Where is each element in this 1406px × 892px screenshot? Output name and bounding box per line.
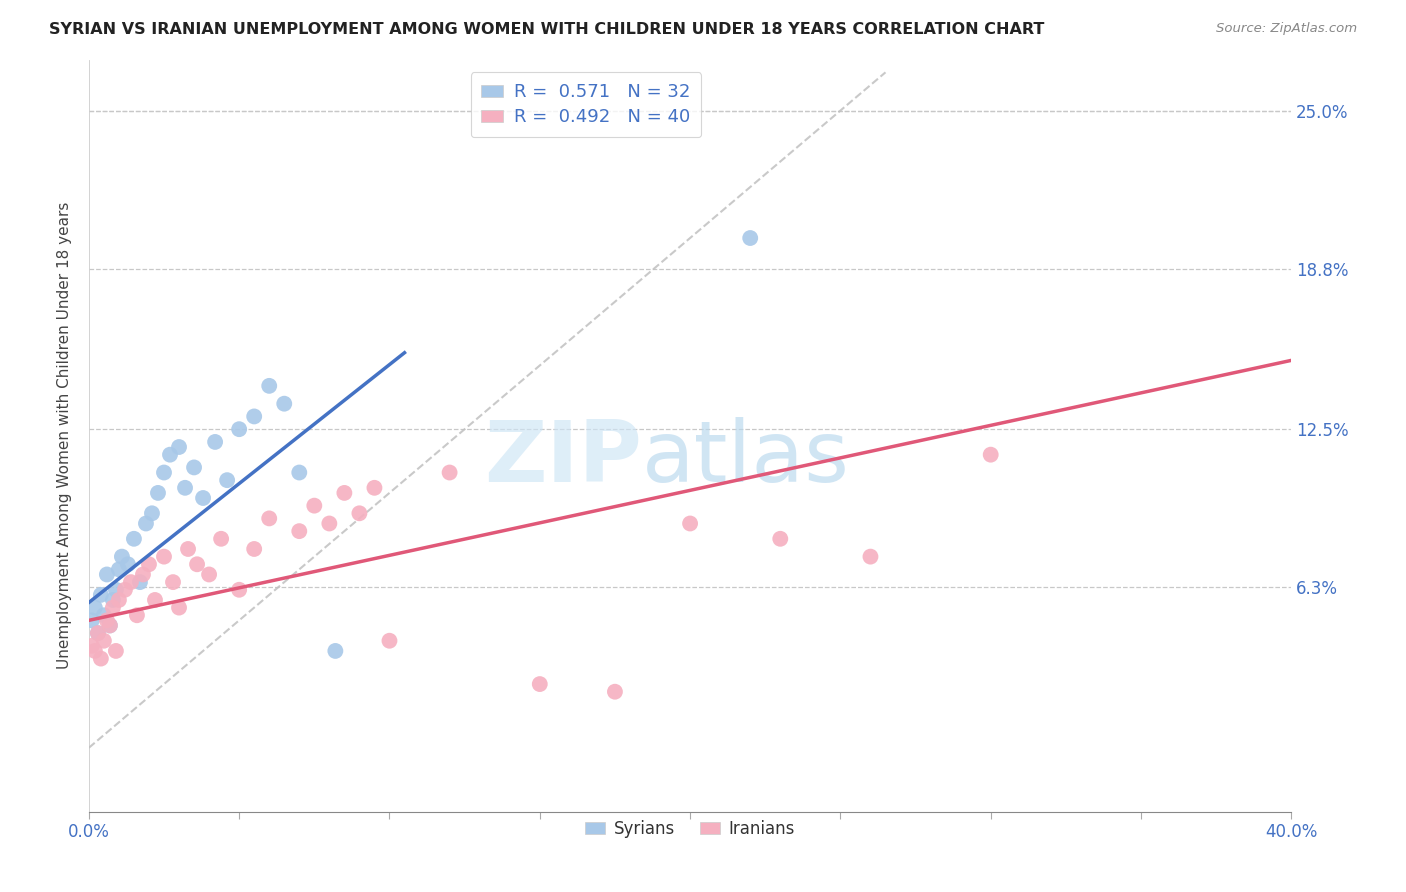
Point <box>174 481 197 495</box>
Point <box>135 516 157 531</box>
Point <box>243 541 266 556</box>
Point <box>114 582 136 597</box>
Point <box>80 613 103 627</box>
Point <box>96 613 118 627</box>
Point <box>108 562 131 576</box>
Text: SYRIAN VS IRANIAN UNEMPLOYMENT AMONG WOMEN WITH CHILDREN UNDER 18 YEARS CORRELAT: SYRIAN VS IRANIAN UNEMPLOYMENT AMONG WOM… <box>49 22 1045 37</box>
Point <box>101 593 124 607</box>
Point <box>90 588 112 602</box>
Point <box>159 448 181 462</box>
Point <box>138 558 160 572</box>
Point <box>98 618 121 632</box>
Point <box>104 582 127 597</box>
Point <box>108 593 131 607</box>
Text: Source: ZipAtlas.com: Source: ZipAtlas.com <box>1216 22 1357 36</box>
Point <box>104 644 127 658</box>
Point <box>153 549 176 564</box>
Point <box>87 626 110 640</box>
Point <box>98 618 121 632</box>
Legend: Syrians, Iranians: Syrians, Iranians <box>579 814 801 845</box>
Point <box>162 575 184 590</box>
Point <box>257 511 280 525</box>
Point <box>333 486 356 500</box>
Text: ZIP: ZIP <box>484 417 643 500</box>
Point <box>740 231 762 245</box>
Point <box>228 582 250 597</box>
Point <box>146 486 169 500</box>
Point <box>363 481 385 495</box>
Point <box>93 608 115 623</box>
Point <box>191 491 214 505</box>
Point <box>859 549 882 564</box>
Point <box>325 644 347 658</box>
Point <box>217 473 239 487</box>
Point <box>132 567 155 582</box>
Point <box>439 466 461 480</box>
Text: atlas: atlas <box>643 417 851 500</box>
Point <box>529 677 551 691</box>
Point <box>117 558 139 572</box>
Point <box>378 633 401 648</box>
Point <box>143 593 166 607</box>
Point <box>153 466 176 480</box>
Point <box>141 506 163 520</box>
Point <box>288 524 311 538</box>
Point <box>125 608 148 623</box>
Point <box>186 558 208 572</box>
Point <box>769 532 792 546</box>
Point <box>87 626 110 640</box>
Point <box>288 466 311 480</box>
Point <box>167 600 190 615</box>
Point <box>304 499 326 513</box>
Point <box>209 532 232 546</box>
Point <box>83 600 105 615</box>
Point <box>198 567 221 582</box>
Point <box>111 549 134 564</box>
Point <box>204 434 226 449</box>
Point <box>93 633 115 648</box>
Point <box>243 409 266 424</box>
Point <box>96 567 118 582</box>
Point <box>679 516 702 531</box>
Point <box>273 397 295 411</box>
Point <box>120 575 142 590</box>
Point <box>83 644 105 658</box>
Point <box>318 516 340 531</box>
Point <box>603 684 626 698</box>
Point <box>980 448 1002 462</box>
Point <box>80 639 103 653</box>
Point <box>183 460 205 475</box>
Point <box>257 379 280 393</box>
Point <box>167 440 190 454</box>
Point <box>122 532 145 546</box>
Point <box>177 541 200 556</box>
Point <box>90 651 112 665</box>
Point <box>129 575 152 590</box>
Y-axis label: Unemployment Among Women with Children Under 18 years: Unemployment Among Women with Children U… <box>58 202 72 669</box>
Point <box>349 506 371 520</box>
Point <box>228 422 250 436</box>
Point <box>101 600 124 615</box>
